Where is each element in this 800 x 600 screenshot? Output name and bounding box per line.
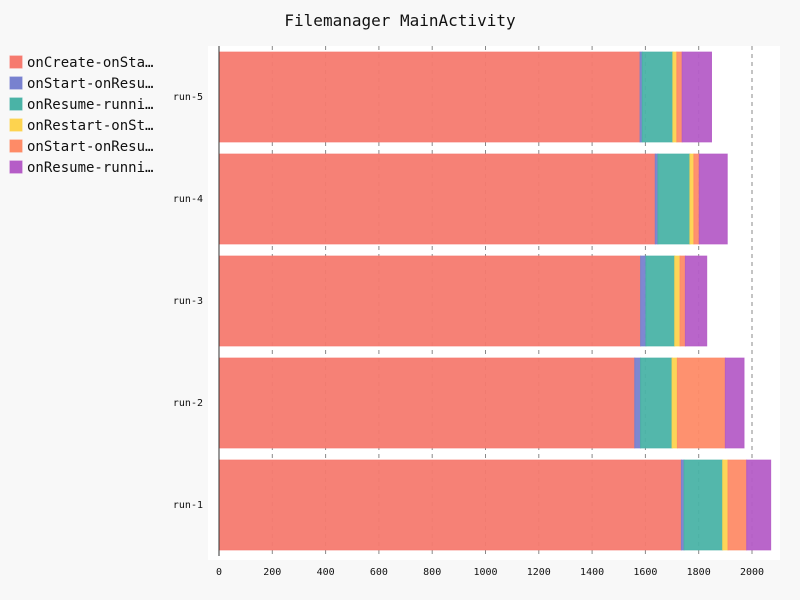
bar-segment [724, 357, 745, 449]
x-axis-ticks: 0 200 400 600 800 1000 1200 1400 1600 1800 2000 [216, 567, 764, 578]
legend-swatch [9, 76, 23, 90]
category-label: run-1 [173, 500, 203, 511]
legend-label: onResume-runni… [27, 97, 153, 113]
x-tick-label: 800 [423, 567, 441, 578]
bar-segment [727, 459, 748, 551]
legend-swatch [9, 118, 23, 132]
legend-label: onResume-runni… [27, 160, 153, 176]
legend-item[interactable]: onResume-runni… [9, 160, 153, 176]
bar-segment [218, 459, 682, 551]
x-tick-label: 400 [317, 567, 335, 578]
legend-swatch [9, 139, 23, 153]
bar-segment [645, 255, 676, 347]
category-labels: run-1 run-2 run-3 run-4 run-5 [173, 92, 203, 511]
bar-segment [683, 459, 724, 551]
legend-swatch [9, 55, 23, 69]
category-label: run-4 [173, 194, 203, 205]
legend-item[interactable]: onStart-onResu… [9, 76, 153, 92]
chart-title: Filemanager MainActivity [284, 11, 516, 30]
legend-swatch [9, 97, 23, 111]
category-label: run-2 [173, 398, 203, 409]
bars [218, 51, 772, 551]
category-label: run-5 [173, 92, 203, 103]
bar-segment [640, 255, 647, 347]
bar-segment [679, 255, 686, 347]
x-tick-label: 1400 [580, 567, 604, 578]
bar-segment [693, 153, 700, 245]
x-tick-label: 0 [216, 567, 222, 578]
x-tick-label: 200 [263, 567, 281, 578]
bar-segment [641, 51, 674, 143]
bar-segment [218, 357, 636, 449]
x-tick-label: 1800 [687, 567, 711, 578]
bar-segment [746, 459, 772, 551]
x-tick-label: 1600 [633, 567, 657, 578]
legend-label: onCreate-onSta… [27, 55, 153, 71]
category-label: run-3 [173, 296, 203, 307]
legend-item[interactable]: onRestart-onSt… [9, 118, 153, 134]
bar-segment [674, 255, 681, 347]
x-tick-label: 600 [370, 567, 388, 578]
bar-segment [676, 357, 726, 449]
bar-segment [640, 357, 673, 449]
bar-segment [657, 153, 691, 245]
bar-segment [218, 255, 642, 347]
legend-item[interactable]: onStart-onResu… [9, 139, 153, 155]
bar-segment [698, 153, 728, 245]
legend[interactable]: onCreate-onSta… onStart-onResu… onResume-r… [9, 55, 153, 176]
bar-segment [218, 153, 656, 245]
x-tick-label: 2000 [740, 567, 764, 578]
bar-segment [218, 51, 641, 143]
bar-segment [722, 459, 729, 551]
legend-item[interactable]: onResume-runni… [9, 97, 153, 113]
bar-segment [684, 255, 708, 347]
bar-segment [671, 357, 678, 449]
legend-swatch [9, 160, 23, 174]
legend-label: onRestart-onSt… [27, 118, 153, 134]
bar-segment [672, 51, 678, 143]
x-tick-label: 1000 [473, 567, 497, 578]
x-tick-label: 1200 [527, 567, 551, 578]
legend-label: onStart-onResu… [27, 76, 153, 92]
bar-segment [634, 357, 642, 449]
legend-label: onStart-onResu… [27, 139, 153, 155]
bar-segment [681, 51, 712, 143]
legend-item[interactable]: onCreate-onSta… [9, 55, 153, 71]
bar-segment [689, 153, 695, 245]
bar-segment [676, 51, 683, 143]
